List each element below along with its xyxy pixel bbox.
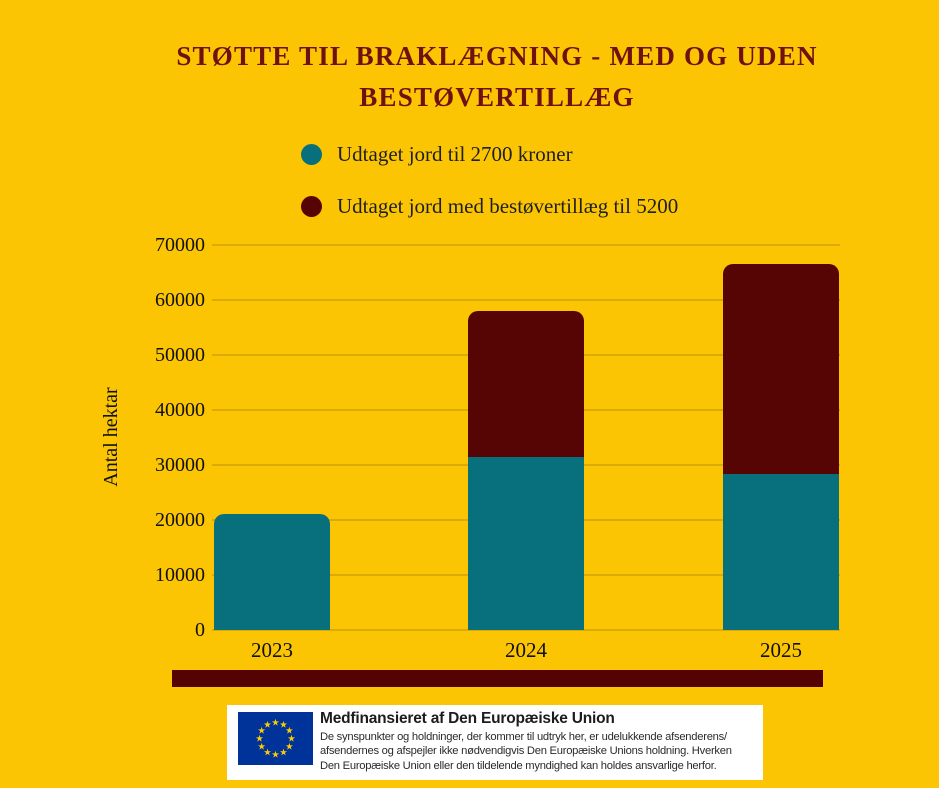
legend-item-with-supplement: Udtaget jord med bestøvertillæg til 5200: [301, 193, 678, 219]
y-tick-label: 30000: [155, 454, 205, 476]
y-tick-label: 0: [195, 619, 205, 641]
legend: Udtaget jord til 2700 kroner Udtaget jor…: [301, 141, 678, 219]
gridline: [212, 299, 840, 301]
eu-attribution-text: Medfinansieret af Den Europæiske Union D…: [320, 707, 758, 773]
legend-dot-teal: [301, 143, 322, 165]
eu-attribution: Medfinansieret af Den Europæiske Union D…: [227, 705, 763, 780]
y-tick-label: 70000: [155, 234, 205, 256]
divider-bar: [172, 670, 823, 687]
legend-item-without-supplement: Udtaget jord til 2700 kroner: [301, 141, 678, 167]
chart-title-line1: STØTTE TIL BRAKLÆGNING - MED OG UDEN: [176, 41, 818, 71]
chart: Antal hektar 0 10000 20000 30000 40000 50000 6…: [100, 234, 840, 662]
eu-attribution-body: De synspunkter og holdninger, der kommer…: [320, 730, 758, 773]
legend-label: Udtaget jord til 2700 kroner: [337, 141, 573, 166]
gridline: [212, 629, 840, 631]
chart-title-line2: BESTØVERTILLÆG: [359, 82, 635, 112]
bar-segment-2024-base: [468, 457, 584, 630]
x-tick-label: 2024: [505, 638, 547, 662]
legend-dot-maroon: [301, 195, 322, 217]
eu-flag-icon: [238, 712, 313, 765]
y-tick-label: 40000: [155, 399, 205, 421]
gridline: [212, 244, 840, 246]
eu-body-line: Den Europæiske Union eller den tildelend…: [320, 759, 717, 772]
bar-segment-2023-base: [214, 514, 330, 630]
y-tick-label: 10000: [155, 564, 205, 586]
legend-label: Udtaget jord med bestøvertillæg til 5200: [337, 193, 679, 218]
eu-body-line: De synspunkter og holdninger, der kommer…: [320, 731, 727, 743]
y-tick-label: 60000: [155, 289, 205, 311]
y-axis-title: Antal hektar: [100, 387, 122, 487]
bar-segment-2025-top: [723, 264, 839, 474]
bar-segment-2024-top: [468, 311, 584, 457]
y-tick-label: 50000: [155, 344, 205, 366]
y-tick-label: 20000: [155, 509, 205, 531]
chart-title: STØTTE TIL BRAKLÆGNING - MED OG UDEN BES…: [55, 36, 939, 118]
x-tick-label: 2025: [760, 638, 802, 662]
eu-attribution-title: Medfinansieret af Den Europæiske Union: [320, 710, 615, 727]
x-tick-label: 2023: [251, 638, 293, 662]
bar-segment-2025-base: [723, 474, 839, 630]
eu-body-line: afsendernes og afspejler ikke nødvendigv…: [320, 745, 732, 758]
